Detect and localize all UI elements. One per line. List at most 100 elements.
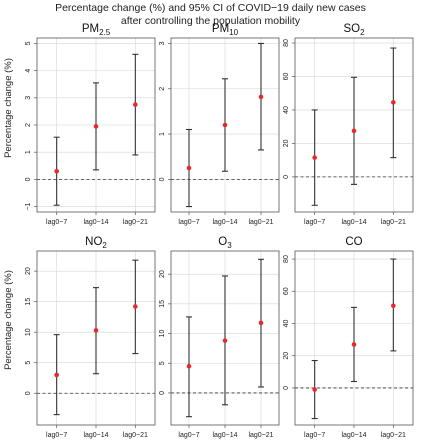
panel-title-main: NO	[85, 236, 102, 248]
estimate-point	[133, 102, 138, 107]
estimate-point	[312, 387, 317, 392]
x-tick-label: lag0−14	[341, 432, 366, 439]
x-tick-label: lag0−7	[304, 219, 325, 226]
panel-title: NO2	[85, 236, 107, 250]
panel-frame	[170, 37, 280, 213]
y-tick-label: 2	[25, 123, 32, 127]
y-axis-label-bottom: Percentage change (%)	[3, 270, 14, 370]
x-tick-label: lag0−7	[46, 432, 67, 439]
estimate-point	[258, 94, 264, 100]
panel-title-main: PM	[82, 23, 99, 35]
x-tick-label: lag0−14	[212, 219, 237, 226]
panel-title-main: CO	[345, 236, 362, 248]
x-tick-label: lag0−7	[178, 219, 199, 226]
y-tick-label: 2	[159, 87, 166, 91]
estimate-point	[186, 363, 192, 369]
y-tick-label: 5	[25, 41, 32, 45]
y-axis-label-top: Percentage change (%)	[3, 58, 14, 158]
panel-title: PM2.5	[82, 23, 111, 37]
x-tick-label: lag0−21	[248, 432, 273, 439]
estimate-point	[258, 320, 264, 326]
y-tick-label: 0	[25, 177, 32, 181]
estimate-point	[54, 168, 59, 174]
x-tick-label: lag0−21	[123, 432, 148, 439]
y-tick-label: 5	[25, 361, 32, 365]
x-tick-label: lag0−21	[381, 432, 406, 439]
x-tick-label: lag0−7	[178, 432, 199, 439]
figure-title-line2: after controlling the population mobilit…	[121, 15, 301, 27]
panel-frame	[294, 250, 414, 426]
panel-title: PM10	[212, 23, 239, 37]
panel-title-subscript: 2.5	[99, 28, 111, 37]
x-tick-label: lag0−7	[304, 432, 325, 439]
y-tick-label: 4	[25, 69, 32, 73]
y-tick-label: 80	[283, 255, 290, 263]
y-tick-label: 0	[283, 386, 290, 390]
panel-6: CO 0 20 40 60 80 lag0−7 lag0−14 lag0−21	[283, 236, 414, 439]
estimate-point	[391, 303, 396, 309]
panel-title: O3	[218, 236, 232, 250]
panel-5: O3 0 5 10 15 20 lag0−7 lag0−14 lag0−21	[159, 236, 280, 439]
panel-title: CO	[345, 236, 362, 248]
y-tick-label: 0	[283, 175, 290, 179]
y-tick-label: 80	[283, 39, 290, 47]
estimate-point	[391, 100, 396, 105]
x-tick-label: lag0−14	[83, 432, 108, 439]
estimate-point	[222, 122, 228, 128]
y-tick-label: 0	[25, 391, 32, 395]
panel-frame	[294, 37, 414, 213]
panel-title-main: PM	[212, 23, 229, 35]
x-tick-label: lag0−14	[212, 432, 237, 439]
panel-frame	[36, 250, 156, 426]
estimate-point	[186, 165, 192, 171]
panel-title-subscript: 3	[227, 241, 232, 250]
y-tick-label: 10	[25, 328, 32, 336]
y-tick-label: 1	[159, 132, 166, 136]
y-tick-label: 60	[283, 72, 290, 80]
y-tick-label: 3	[25, 96, 32, 100]
estimate-point	[93, 328, 99, 333]
estimate-point	[54, 372, 59, 378]
panel-2: PM10 0 1 2 3 lag0−7 lag0−14 lag0−21	[159, 23, 280, 226]
panel-title-main: O	[218, 236, 227, 248]
panel-title-subscript: 10	[229, 28, 238, 37]
panel-title: SO2	[343, 23, 365, 37]
panel-title-main: SO	[343, 23, 360, 35]
estimate-point	[312, 155, 317, 160]
panel-title-subscript: 2	[360, 28, 365, 37]
y-tick-label: 3	[159, 41, 166, 45]
y-tick-label: 20	[283, 139, 290, 147]
estimate-point	[222, 338, 228, 343]
y-tick-label: 1	[25, 150, 32, 154]
panel-title-subscript: 2	[102, 241, 107, 250]
y-tick-label: 20	[283, 352, 290, 360]
estimate-point	[351, 128, 357, 134]
estimate-point	[93, 124, 99, 129]
y-tick-label: 20	[25, 267, 32, 275]
y-tick-label: 0	[159, 391, 166, 395]
y-tick-label: 60	[283, 287, 290, 295]
y-tick-label: 0	[159, 177, 166, 181]
y-tick-label: 40	[283, 106, 290, 114]
x-tick-label: lag0−14	[83, 219, 108, 226]
y-tick-label: 5	[159, 361, 166, 365]
y-tick-label: −1	[25, 202, 32, 210]
panel-frame	[170, 250, 280, 426]
panel-1: PM2.5 −1 0 1 2 3 4 5 lag0−7 lag0−14 lag0−21	[25, 23, 156, 226]
x-tick-label: lag0−21	[123, 219, 148, 226]
figure-title-line1: Percentage change (%) and 95% CI of COVI…	[55, 2, 366, 14]
y-tick-label: 15	[159, 300, 166, 308]
panel-frame	[36, 37, 156, 213]
estimate-point	[351, 342, 357, 347]
x-tick-label: lag0−21	[381, 219, 406, 226]
x-tick-label: lag0−7	[46, 219, 67, 226]
estimate-point	[133, 304, 138, 309]
y-tick-label: 10	[159, 330, 166, 338]
x-tick-label: lag0−14	[341, 219, 366, 226]
y-tick-label: 20	[159, 270, 166, 278]
y-tick-label: 40	[283, 320, 290, 328]
